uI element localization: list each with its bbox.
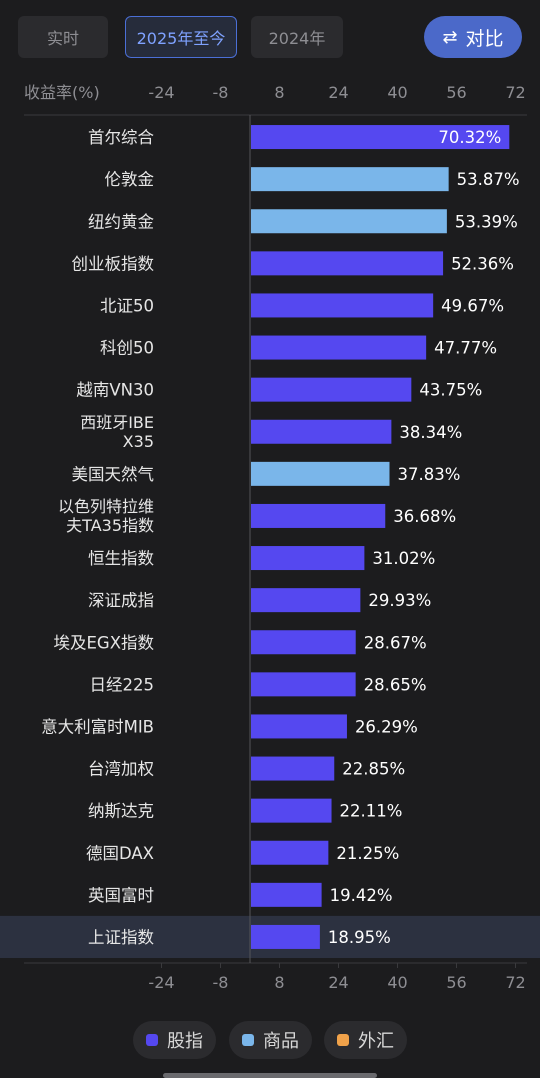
category-label: 创业板指数: [72, 254, 155, 273]
category-label: 英国富时: [88, 886, 154, 905]
data-label: 53.39%: [455, 212, 518, 231]
category-label: 以色列特拉维夫TA35指数: [58, 497, 154, 535]
tick-label-bottom: 8: [274, 973, 284, 992]
tick-label-top: 8: [274, 83, 284, 102]
data-label: 36.68%: [393, 507, 456, 526]
legend-swatch-commodity: [242, 1034, 254, 1046]
bar[interactable]: [251, 125, 510, 150]
tick-label-bottom: -8: [213, 973, 229, 992]
category-label: 埃及EGX指数: [53, 633, 154, 652]
category-label: 伦敦金: [105, 170, 155, 189]
data-label: 70.32%: [438, 128, 501, 147]
legend-item-index[interactable]: 股指: [133, 1021, 216, 1059]
tick-label-bottom: 72: [505, 973, 525, 992]
tick-label-bottom: 24: [328, 973, 348, 992]
bar[interactable]: [251, 882, 322, 907]
bar[interactable]: [251, 546, 365, 571]
data-label: 47.77%: [434, 339, 497, 358]
data-label: 18.95%: [328, 928, 391, 947]
tick-label-top: -8: [213, 83, 229, 102]
bar[interactable]: [251, 167, 449, 192]
tick-label-top: 56: [446, 83, 466, 102]
tick-label-bottom: 56: [446, 973, 466, 992]
legend: 股指 商品 外汇: [0, 1021, 540, 1061]
compare-button[interactable]: ⇄ 对比: [424, 16, 522, 58]
legend-label-forex: 外汇: [358, 1031, 394, 1052]
tab-2024[interactable]: 2024年: [251, 16, 343, 58]
category-label: 德国DAX: [86, 844, 154, 863]
bar[interactable]: [251, 335, 427, 360]
data-label: 21.25%: [336, 844, 399, 863]
tick-label-top: -24: [148, 83, 174, 102]
category-label: 纳斯达克: [88, 802, 154, 821]
returns-bar-chart: 收益率(%) -24 -24 -8 -8 8 8 24 24 40 40 56 56 72 72 首尔综合 70…: [0, 83, 540, 992]
bar[interactable]: [251, 840, 329, 865]
data-label: 26.29%: [355, 717, 418, 736]
tick-label-bottom: -24: [148, 973, 174, 992]
bar[interactable]: [251, 630, 356, 655]
home-indicator: [163, 1073, 377, 1078]
bar[interactable]: [251, 251, 444, 276]
data-label: 29.93%: [368, 591, 431, 610]
bar[interactable]: [251, 798, 332, 823]
legend-item-forex[interactable]: 外汇: [324, 1021, 407, 1059]
legend-swatch-index: [146, 1034, 158, 1046]
category-label: 美国天然气: [72, 465, 155, 484]
bar[interactable]: [251, 924, 320, 949]
data-label: 49.67%: [441, 296, 504, 315]
bar[interactable]: [251, 588, 361, 613]
legend-swatch-forex: [337, 1034, 349, 1046]
legend-label-commodity: 商品: [263, 1031, 299, 1052]
category-label: 恒生指数: [88, 549, 155, 568]
category-label: 首尔综合: [88, 128, 154, 147]
tick-label-top: 40: [387, 83, 407, 102]
bar[interactable]: [251, 672, 356, 697]
data-label: 28.65%: [364, 675, 427, 694]
bar[interactable]: [251, 503, 386, 528]
data-label: 43.75%: [419, 381, 482, 400]
category-label: 越南VN30: [76, 381, 154, 400]
category-label: 日经225: [90, 675, 155, 694]
bar[interactable]: [251, 419, 392, 444]
bar[interactable]: [251, 714, 347, 739]
data-label: 53.87%: [457, 170, 520, 189]
category-label: 深证成指: [88, 591, 154, 610]
data-label: 19.42%: [330, 886, 393, 905]
legend-item-commodity[interactable]: 商品: [229, 1021, 312, 1059]
tab-ytd-2025[interactable]: 2025年至今: [125, 16, 237, 58]
legend-label-index: 股指: [167, 1031, 203, 1052]
tick-label-bottom: 40: [387, 973, 407, 992]
y-axis-label: 收益率(%): [24, 83, 100, 102]
data-label: 22.11%: [340, 802, 403, 821]
data-label: 31.02%: [372, 549, 435, 568]
tab-realtime[interactable]: 实时: [18, 16, 108, 58]
category-label: 北证50: [100, 296, 154, 315]
tick-label-top: 72: [505, 83, 525, 102]
category-label: 意大利富时MIB: [41, 717, 154, 736]
data-label: 52.36%: [451, 254, 514, 273]
bar[interactable]: [251, 756, 335, 781]
bar[interactable]: [251, 209, 447, 234]
data-label: 37.83%: [397, 465, 460, 484]
category-label: 台湾加权: [88, 760, 154, 779]
category-label: 上证指数: [88, 928, 155, 947]
data-label: 22.85%: [342, 760, 405, 779]
compare-button-label: 对比: [465, 27, 504, 50]
category-label: 科创50: [100, 339, 154, 358]
category-label: 西班牙IBE X35: [80, 413, 154, 451]
data-label: 28.67%: [364, 633, 427, 652]
bar[interactable]: [251, 461, 390, 486]
bar[interactable]: [251, 293, 434, 318]
data-label: 38.34%: [399, 423, 462, 442]
category-label: 纽约黄金: [88, 212, 155, 231]
swap-arrows-icon: ⇄: [442, 26, 458, 48]
bar[interactable]: [251, 377, 412, 402]
tick-label-top: 24: [328, 83, 348, 102]
